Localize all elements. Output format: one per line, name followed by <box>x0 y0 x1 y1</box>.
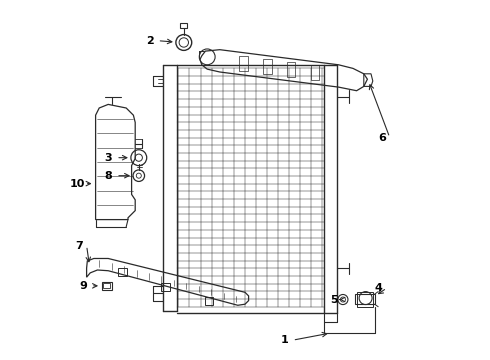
Bar <box>118 268 127 276</box>
Text: 6: 6 <box>378 132 386 143</box>
Text: 7: 7 <box>75 240 82 251</box>
Text: 3: 3 <box>104 153 112 163</box>
Bar <box>263 59 271 75</box>
Bar <box>357 292 373 307</box>
Bar <box>162 283 170 291</box>
Bar <box>180 23 187 28</box>
Text: 5: 5 <box>330 294 338 305</box>
Bar <box>239 56 248 71</box>
Text: 4: 4 <box>375 283 383 293</box>
Text: 2: 2 <box>146 36 153 46</box>
Text: 10: 10 <box>69 179 85 189</box>
Bar <box>355 294 374 304</box>
Bar <box>205 297 213 305</box>
Bar <box>287 62 295 77</box>
Bar <box>103 283 110 288</box>
Bar <box>311 66 319 81</box>
Bar <box>102 282 112 290</box>
Text: 8: 8 <box>104 171 112 181</box>
Text: 1: 1 <box>281 335 289 345</box>
Text: 9: 9 <box>79 281 87 291</box>
